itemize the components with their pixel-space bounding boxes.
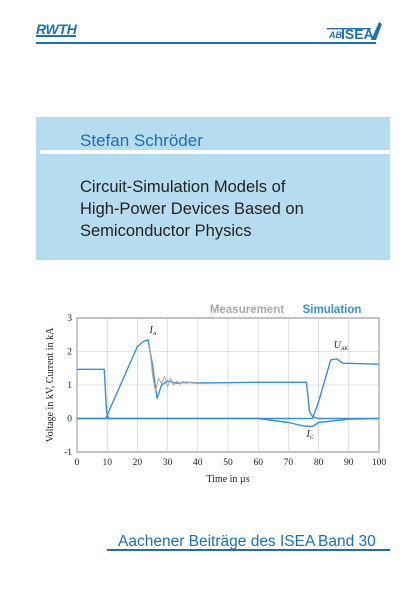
x-tick-label: 0: [75, 458, 80, 468]
x-tick-label: 50: [223, 458, 233, 468]
x-tick-label: 30: [163, 458, 173, 468]
x-tick-label: 60: [253, 458, 263, 468]
isea-logo-mark: [371, 22, 382, 40]
x-tick-label: 90: [344, 458, 354, 468]
footer-rule: [107, 549, 390, 551]
x-tick-label: 80: [314, 458, 324, 468]
legend-simulation: Simulation: [303, 304, 362, 316]
book-title-line: Circuit-Simulation Models of: [80, 178, 286, 196]
x-axis-label: Time in µs: [206, 474, 249, 485]
header-rule: [36, 42, 376, 44]
series-line-i-g: [77, 417, 380, 428]
x-tick-label: 10: [102, 458, 112, 468]
book-title-line: Semiconductor Physics: [80, 222, 252, 240]
title-panel-divider: [40, 150, 390, 154]
y-tick-label: 0: [67, 415, 72, 425]
curve-label: IA: [148, 325, 156, 337]
x-tick-label: 20: [133, 458, 143, 468]
x-tick-label: 70: [284, 458, 294, 468]
author-name: Stefan Schröder: [80, 131, 203, 150]
y-tick-label: 1: [67, 381, 72, 391]
rwth-logo: RWTH: [36, 21, 77, 37]
book-title: Circuit-Simulation Models of High-Power …: [80, 176, 380, 242]
book-title-line: High-Power Devices Based on: [80, 200, 304, 218]
y-axis-label: Voltage in kV, Current in kA: [45, 327, 56, 442]
series-line-i-a: [149, 344, 198, 393]
isea-logo: AB ISEA: [327, 22, 382, 42]
rwth-logo-underline: [36, 35, 76, 37]
x-tick-label: 40: [193, 458, 203, 468]
title-panel: [36, 117, 390, 260]
isea-logo-text: ISEA: [341, 26, 374, 42]
curve-label: IG: [306, 429, 314, 441]
series-line-u-ak: [77, 358, 380, 420]
series-name: Aachener Beiträge des ISEA: [118, 533, 316, 550]
legend-measurement: Measurement: [210, 304, 284, 316]
y-tick-label: 3: [67, 314, 72, 324]
y-tick-label: 2: [67, 348, 72, 358]
isea-logo-prefix: AB: [328, 30, 342, 40]
y-tick-label: -1: [64, 448, 72, 458]
volume-number: Band 30: [318, 533, 376, 550]
x-tick-label: 100: [372, 458, 387, 468]
rwth-logo-text: RWTH: [36, 21, 77, 37]
